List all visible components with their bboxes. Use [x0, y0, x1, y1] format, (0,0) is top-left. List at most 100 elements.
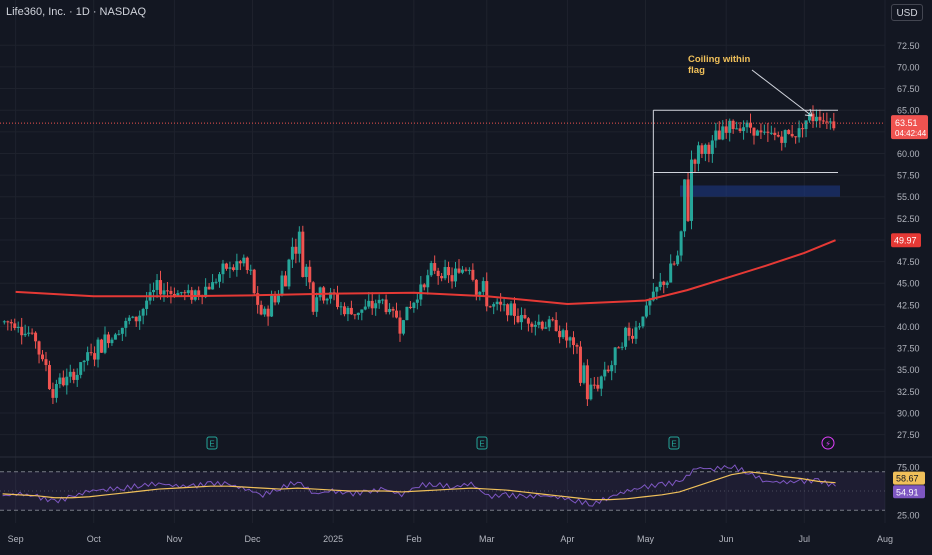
candle-body — [509, 303, 513, 316]
candle-body — [544, 327, 548, 329]
candle-body — [801, 128, 805, 130]
candle-body — [752, 127, 756, 136]
candle-body — [749, 122, 753, 128]
ma-layer — [15, 239, 836, 305]
candle-body — [703, 144, 707, 154]
candle-body — [252, 269, 256, 294]
candle-body — [259, 304, 263, 315]
candle-body — [606, 369, 610, 372]
candle-body — [93, 353, 97, 360]
rsi-value-label: 54.91 — [896, 487, 919, 497]
candle-body — [186, 290, 190, 294]
candle-body — [346, 307, 350, 315]
candle-body — [710, 140, 714, 154]
candle-body — [683, 179, 687, 232]
x-tick-label: Jun — [719, 534, 734, 544]
candle-body — [481, 281, 485, 292]
candle-body — [742, 127, 746, 132]
candle-body — [676, 255, 680, 265]
currency-button[interactable]: USD — [891, 4, 923, 21]
countdown-label: 04:42:44 — [895, 129, 927, 138]
candle-body — [183, 292, 187, 294]
candle-body — [533, 324, 537, 327]
candle-body — [624, 327, 628, 347]
event-marker-glyph: E — [671, 440, 676, 449]
candle-body — [832, 121, 836, 129]
candle-body — [44, 359, 48, 366]
candle-body — [218, 274, 222, 282]
event-marker-glyph: E — [479, 440, 484, 449]
candle-body — [686, 179, 690, 221]
candle-body — [502, 304, 506, 306]
candle-body — [776, 135, 780, 137]
candle-body — [415, 299, 419, 303]
candle-body — [221, 263, 225, 275]
candle-body — [412, 302, 416, 309]
candle-body — [290, 246, 294, 260]
candle-body — [162, 290, 166, 295]
candle-body — [106, 334, 110, 344]
candle-body — [37, 341, 41, 355]
rsi-line — [2, 464, 836, 507]
candle-body — [735, 128, 739, 130]
rsi-band — [0, 471, 885, 511]
candle-body — [401, 320, 405, 334]
x-tick-label: Apr — [560, 534, 574, 544]
candle-body — [578, 346, 582, 383]
candle-body — [658, 281, 662, 288]
candle-body — [155, 280, 159, 290]
candle-body — [381, 299, 385, 301]
candle-body — [582, 365, 586, 383]
candle-body — [495, 301, 499, 305]
symbol-title: Life360, Inc. · 1D · NASDAQ — [6, 6, 146, 18]
grid-layer — [0, 0, 932, 523]
candle-body — [707, 144, 711, 154]
candle-body — [651, 291, 655, 301]
candle-body — [551, 319, 555, 321]
candle-body — [6, 321, 10, 323]
y-tick-label: 70.00 — [897, 62, 920, 72]
candle-body — [30, 332, 34, 334]
candle-body — [488, 306, 492, 308]
candle-body — [408, 306, 412, 309]
annotation-text-line2: flag — [688, 65, 705, 76]
candle-body — [211, 282, 215, 290]
candle-body — [568, 337, 572, 341]
candle-body — [429, 263, 433, 276]
candle-body — [329, 292, 333, 299]
candle-body — [818, 116, 822, 121]
candle-body — [308, 266, 312, 283]
candle-body — [231, 267, 235, 270]
candle-body — [506, 304, 510, 316]
candle-body — [283, 275, 287, 287]
candle-body — [75, 374, 79, 380]
last-price-tag — [891, 115, 928, 140]
candle-body — [315, 297, 319, 312]
candle-body — [447, 267, 451, 276]
candle-body — [794, 136, 798, 138]
candle-body — [238, 261, 242, 264]
candle-body — [374, 303, 378, 309]
candle-body — [516, 315, 520, 323]
y-tick-label: 32.50 — [897, 387, 920, 397]
candle-body — [47, 365, 51, 390]
y-tick-label: 60.00 — [897, 149, 920, 159]
rsi-pane — [0, 464, 885, 511]
candle-body — [245, 257, 249, 271]
candle-body — [714, 130, 718, 141]
candle-body — [592, 384, 596, 386]
x-tick-label: Feb — [406, 534, 422, 544]
candle-body — [367, 300, 371, 307]
candle-body — [769, 132, 773, 134]
candle-body — [395, 310, 399, 318]
y-tick-label: 30.00 — [897, 408, 920, 418]
annotation-arrow-head — [804, 108, 813, 117]
candle-body — [693, 159, 697, 164]
candle-body — [134, 316, 138, 322]
earnings-icon — [206, 436, 218, 450]
candle-body — [277, 295, 281, 303]
candle-body — [339, 306, 343, 308]
candle-body — [224, 263, 228, 269]
